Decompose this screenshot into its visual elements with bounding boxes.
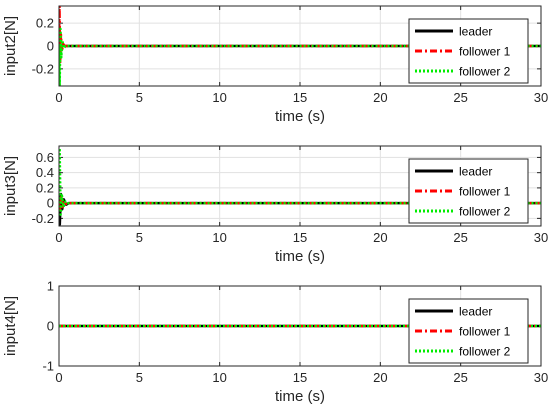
- x-tick-label: 25: [453, 370, 467, 385]
- y-axis-label: input2[N]: [2, 16, 19, 76]
- legend: leader follower 1 follower 2: [408, 158, 529, 224]
- x-tick-label: 15: [293, 90, 307, 105]
- y-tick-label: 0: [47, 319, 54, 334]
- y-tick-label: 0.2: [36, 180, 54, 195]
- x-tick-label: 15: [293, 370, 307, 385]
- legend-label-1: leader: [459, 305, 492, 319]
- axes-box: [58, 145, 542, 227]
- x-tick-label: 0: [55, 370, 62, 385]
- x-tick-label: 10: [212, 230, 226, 245]
- x-tick-label: 25: [453, 90, 467, 105]
- y-tick-label: 0.4: [36, 165, 54, 180]
- axes-box: [58, 285, 542, 367]
- x-tick-label: 15: [293, 230, 307, 245]
- legend-label-3: follower 2: [459, 205, 511, 219]
- x-tick-label: 25: [453, 230, 467, 245]
- x-tick-label: 20: [373, 370, 387, 385]
- x-tick-label: 5: [136, 230, 143, 245]
- x-tick-label: 30: [534, 370, 548, 385]
- legend-label-2: follower 1: [459, 325, 511, 339]
- y-axis-label: input3[N]: [2, 156, 19, 216]
- series-group: [59, 147, 541, 226]
- y-tick-label: 1: [47, 279, 54, 294]
- x-tick-label: 20: [373, 90, 387, 105]
- y-tick-label: -1: [42, 359, 54, 374]
- y-axis-label: input4[N]: [2, 296, 19, 356]
- legend-label-3: follower 2: [459, 65, 511, 79]
- series-line-3: [59, 147, 541, 216]
- axes-box: [58, 5, 542, 87]
- y-tick-label: 0: [47, 39, 54, 54]
- legend-label-3: follower 2: [459, 345, 511, 359]
- x-tick-label: 30: [534, 90, 548, 105]
- x-tick-label: 0: [55, 90, 62, 105]
- y-tick-label: 0: [47, 196, 54, 211]
- y-tick-label: -0.2: [32, 211, 54, 226]
- y-tick-label: 0.2: [36, 16, 54, 31]
- x-tick-label: 5: [136, 370, 143, 385]
- x-tick-label: 0: [55, 230, 62, 245]
- y-tick-label: -0.2: [32, 61, 54, 76]
- legend-label-1: leader: [459, 165, 492, 179]
- x-tick-label: 30: [534, 230, 548, 245]
- legend-label-1: leader: [459, 25, 492, 39]
- x-tick-label: 5: [136, 90, 143, 105]
- series-group: [59, 6, 541, 86]
- x-axis-label: time (s): [275, 248, 325, 265]
- y-tick-label: 0.6: [36, 150, 54, 165]
- series-line-3: [59, 27, 541, 86]
- legend: leader follower 1 follower 2: [408, 298, 529, 364]
- legend-label-2: follower 1: [459, 45, 511, 59]
- legend: leader follower 1 follower 2: [408, 18, 529, 84]
- x-tick-label: 10: [212, 90, 226, 105]
- x-axis-label: time (s): [275, 388, 325, 405]
- x-tick-label: 20: [373, 230, 387, 245]
- x-axis-label: time (s): [275, 108, 325, 125]
- series-line-2: [59, 6, 541, 65]
- x-tick-label: 10: [212, 370, 226, 385]
- legend-label-2: follower 1: [459, 185, 511, 199]
